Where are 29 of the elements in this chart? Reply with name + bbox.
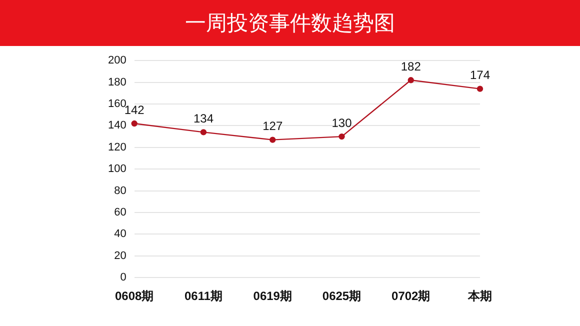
point — [338, 133, 345, 140]
data-label: 182 — [400, 59, 422, 74]
point — [131, 120, 138, 127]
y-tick-label: 80 — [114, 184, 126, 197]
x-tick-label: 0611期 — [184, 289, 223, 304]
x-tick-label: 0608期 — [115, 289, 154, 304]
y-tick-label: 120 — [108, 141, 126, 154]
data-label: 130 — [332, 116, 352, 130]
y-tick-label: 40 — [114, 228, 126, 240]
y-tick-label: 200 — [108, 54, 126, 67]
x-tick-label: 0625期 — [322, 289, 362, 304]
point — [270, 136, 276, 143]
point — [408, 77, 414, 84]
y-tick-label: 60 — [114, 206, 126, 219]
x-tick-label: 0702期 — [392, 289, 430, 304]
data-label: 134 — [193, 112, 214, 126]
x-tick-label: 0619期 — [253, 289, 292, 304]
point — [200, 129, 207, 136]
x-tick-label: 本期 — [467, 289, 492, 304]
y-tick-label: 140 — [108, 120, 126, 132]
chart-title: 一周投资事件数趋势图 — [0, 0, 580, 46]
y-tick-label: 160 — [108, 98, 126, 110]
y-tick-label: 180 — [108, 76, 126, 88]
point — [476, 86, 484, 92]
y-tick-label: 100 — [108, 163, 126, 176]
y-tick-label: 20 — [114, 250, 126, 262]
data-label: 127 — [262, 119, 283, 134]
data-label: 174 — [470, 68, 490, 82]
y-tick-label: 0 — [120, 272, 126, 284]
